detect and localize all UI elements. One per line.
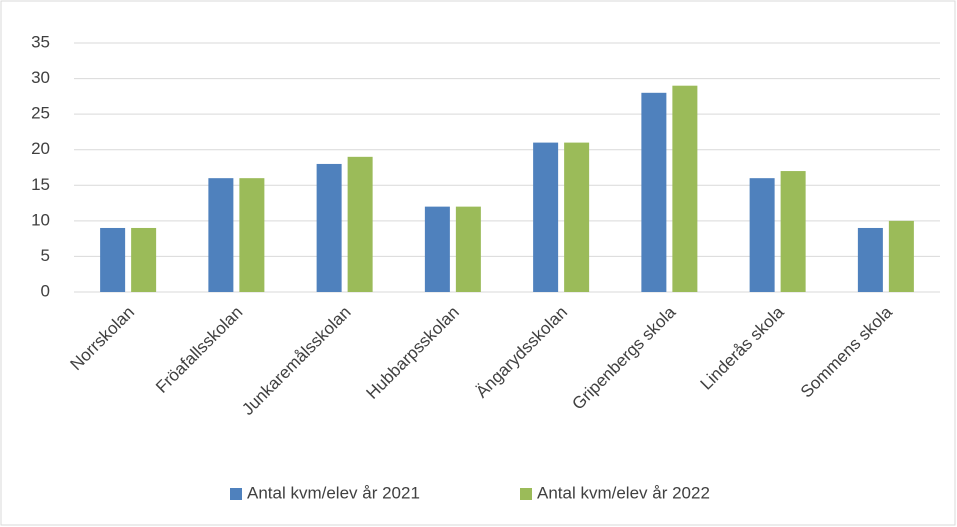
bar	[749, 178, 775, 292]
y-tick-label: 20	[31, 139, 50, 158]
y-tick-label: 0	[41, 281, 50, 300]
bar	[533, 142, 559, 292]
y-tick-label: 30	[31, 68, 50, 87]
y-tick-label: 10	[31, 210, 50, 229]
bar	[424, 206, 450, 292]
y-tick-label: 15	[31, 175, 50, 194]
legend-swatch	[230, 488, 242, 500]
bar	[131, 227, 157, 292]
bar	[564, 142, 590, 292]
legend-label: Antal kvm/elev år 2021	[247, 483, 420, 502]
bar	[100, 227, 126, 292]
bar	[208, 178, 234, 292]
bar	[857, 227, 883, 292]
bar	[672, 85, 698, 292]
bar	[780, 171, 806, 292]
legend-swatch	[520, 488, 532, 500]
bar	[888, 220, 914, 292]
y-tick-label: 35	[31, 32, 50, 51]
legend-label: Antal kvm/elev år 2022	[537, 483, 710, 502]
bar	[347, 156, 373, 292]
bar	[641, 92, 667, 292]
bar	[455, 206, 481, 292]
bar	[239, 178, 265, 292]
y-tick-label: 5	[41, 246, 50, 265]
y-tick-label: 25	[31, 104, 50, 123]
bar	[316, 163, 342, 292]
